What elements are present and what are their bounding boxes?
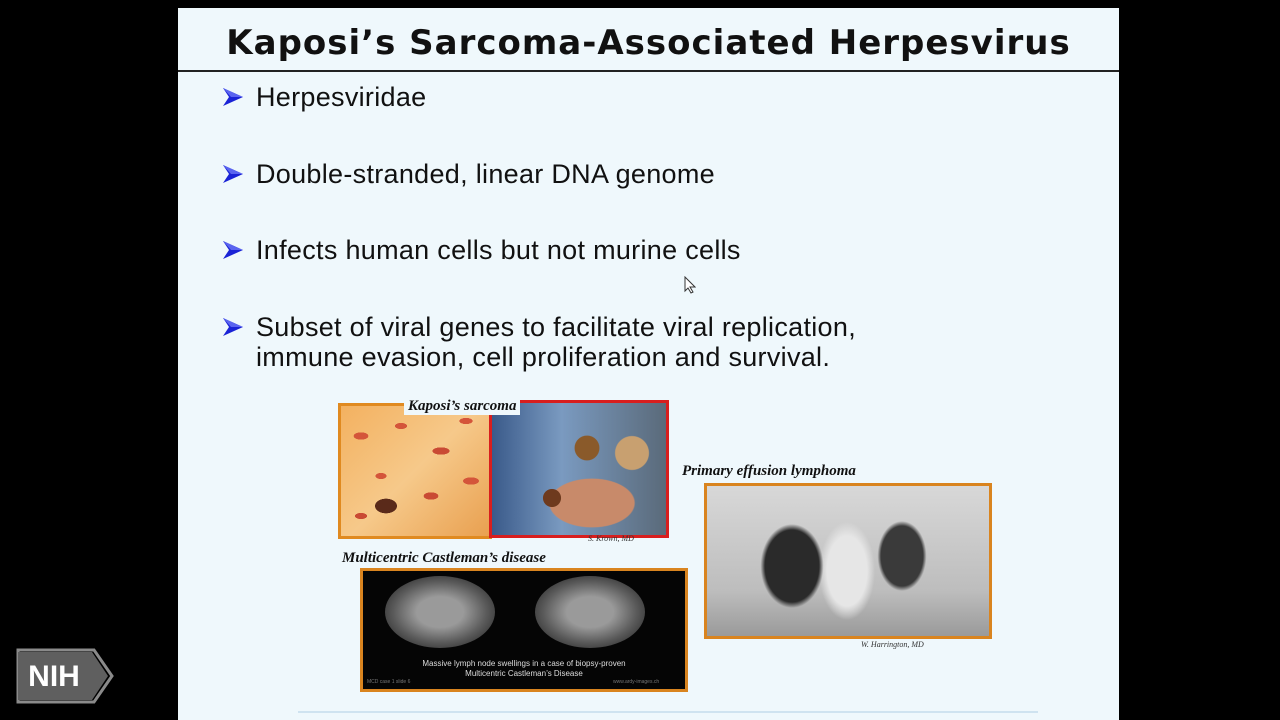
bullet-text-continued: immune evasion, cell proliferation and s… bbox=[256, 342, 831, 372]
arrow-bullet-icon bbox=[223, 88, 243, 106]
slide: Kaposi’s Sarcoma-Associated Herpesvirus … bbox=[178, 8, 1119, 720]
bullet-item: Double-stranded, linear DNA genome bbox=[222, 159, 715, 189]
arrow-bullet-icon bbox=[223, 165, 243, 183]
ct-caption-line2: Multicentric Castleman’s Disease bbox=[465, 669, 583, 678]
bullet-text: Subset of viral genes to facilitate vira… bbox=[256, 312, 856, 342]
kaposi-lesion-photo bbox=[338, 403, 492, 539]
ct-foot-left: MCD case 1 slide 6 bbox=[367, 679, 411, 685]
effusion-caption: Primary effusion lymphoma bbox=[682, 463, 856, 479]
bullet-item: Infects human cells but not murine cells bbox=[222, 235, 741, 265]
arrow-bullet-icon bbox=[223, 318, 243, 336]
castleman-caption: Multicentric Castleman’s disease bbox=[342, 550, 546, 566]
ct-slice-left bbox=[385, 576, 495, 648]
bullet-item: Herpesviridae bbox=[222, 82, 426, 112]
ct-caption: Massive lymph node swellings in a case o… bbox=[363, 659, 685, 679]
slide-title: Kaposi’s Sarcoma-Associated Herpesvirus bbox=[226, 23, 1071, 63]
bullet-text: Herpesviridae bbox=[256, 82, 427, 112]
nih-logo: NIH bbox=[16, 648, 114, 704]
bullet-text: Infects human cells but not murine cells bbox=[256, 235, 741, 265]
chest-xray-image bbox=[704, 483, 992, 639]
kaposi-credit: S. Krown, MD bbox=[588, 534, 634, 543]
ct-foot-right: www.ardy-images.ch bbox=[613, 679, 660, 685]
title-divider bbox=[178, 70, 1119, 72]
bullet-text: Double-stranded, linear DNA genome bbox=[256, 159, 715, 189]
ct-scan-image: Massive lymph node swellings in a case o… bbox=[360, 568, 688, 692]
kaposi-foot-photo bbox=[489, 400, 669, 538]
bottom-divider bbox=[298, 711, 1038, 713]
effusion-credit: W. Harrington, MD bbox=[861, 640, 924, 649]
mouse-cursor-icon bbox=[684, 276, 696, 294]
bullet-item: Subset of viral genes to facilitate vira… bbox=[222, 312, 856, 372]
nih-logo-text: NIH bbox=[28, 660, 80, 693]
arrow-bullet-icon bbox=[223, 241, 243, 259]
ct-slice-right bbox=[535, 576, 645, 648]
kaposi-caption: Kaposi’s sarcoma bbox=[404, 398, 521, 415]
ct-caption-line1: Massive lymph node swellings in a case o… bbox=[422, 659, 626, 668]
